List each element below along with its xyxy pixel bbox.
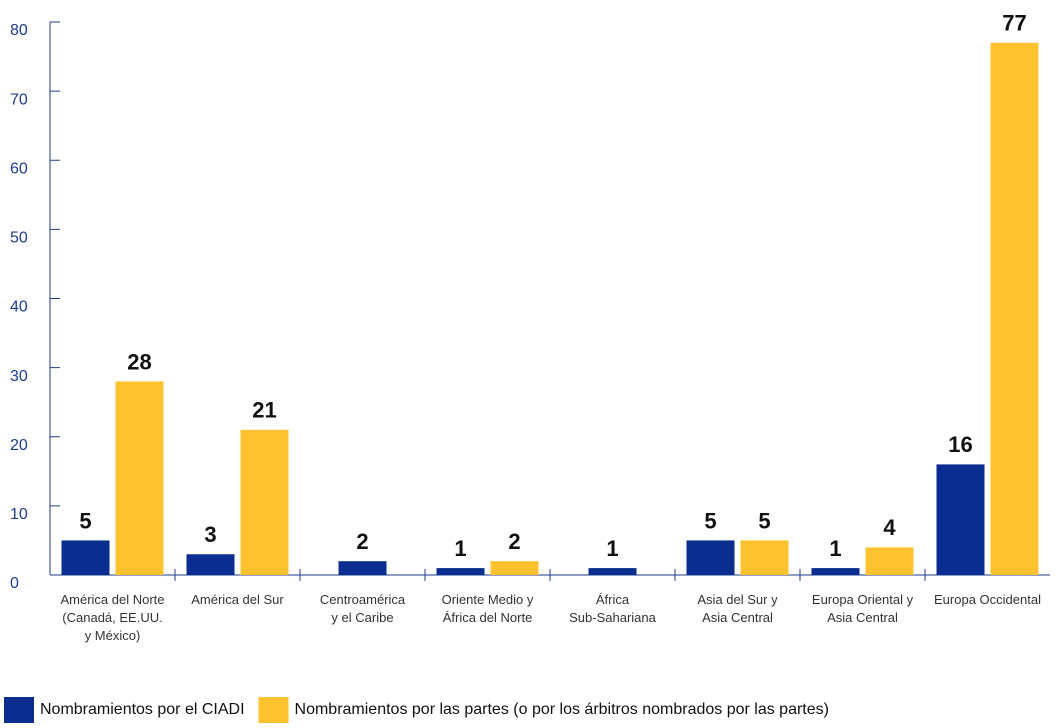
bar	[990, 42, 1039, 576]
x-tick-label: Centroamérica y el Caribe	[320, 592, 406, 625]
y-tick-label: 20	[10, 437, 28, 454]
x-tick-line: África del Norte	[443, 610, 533, 625]
y-tick-label: 10	[10, 506, 28, 523]
y-tick-label: 60	[10, 160, 28, 177]
x-tick-line: Asia Central	[827, 610, 898, 625]
y-tick-label: 80	[10, 22, 28, 39]
value-label: 3	[204, 522, 216, 547]
y-tick-label: 0	[10, 575, 19, 592]
x-tick-label: Europa Oriental y Asia Central	[812, 592, 914, 625]
value-label: 2	[508, 529, 520, 554]
x-tick-label: América del Sur	[191, 592, 284, 607]
value-label: 4	[883, 515, 896, 540]
bar	[240, 429, 289, 575]
value-label: 21	[252, 398, 276, 423]
value-label: 2	[356, 529, 368, 554]
x-tick-line: y México)	[85, 628, 141, 643]
x-tick-line: Centroamérica	[320, 592, 406, 607]
bar	[490, 561, 539, 575]
y-tick-label: 50	[10, 230, 28, 247]
x-tick-line: Asia del Sur y	[697, 592, 778, 607]
legend-swatch	[258, 697, 289, 723]
y-tick-label: 40	[10, 299, 28, 316]
bar	[436, 568, 485, 575]
value-label: 1	[454, 536, 466, 561]
bar	[115, 381, 164, 575]
x-tick-line: (Canadá, EE.UU.	[62, 610, 162, 625]
value-label: 5	[758, 508, 770, 533]
x-tick-label: África Sub-Sahariana	[569, 592, 656, 625]
bar	[338, 561, 387, 575]
x-tick-label: América del Norte (Canadá, EE.UU. y México…	[60, 592, 164, 643]
value-label: 5	[79, 508, 91, 533]
y-tick-label: 30	[10, 368, 28, 385]
bar	[186, 554, 235, 575]
legend-swatch	[4, 697, 34, 723]
x-tick-line: América del Norte	[60, 592, 164, 607]
bar	[811, 568, 860, 575]
x-tick-line: África	[596, 592, 630, 607]
x-tick-line: Asia Central	[702, 610, 773, 625]
x-tick-label: Asia del Sur y Asia Central	[697, 592, 778, 625]
legend-label: Nombramientos por las partes (o por los …	[295, 701, 829, 718]
bar	[61, 540, 110, 575]
bar	[686, 540, 735, 575]
value-label: 16	[948, 432, 972, 457]
value-label: 5	[704, 508, 716, 533]
x-tick-line: América del Sur	[191, 592, 284, 607]
x-tick-line: Oriente Medio y	[442, 592, 534, 607]
value-label: 1	[606, 536, 618, 561]
bar	[865, 547, 914, 575]
value-label: 1	[829, 536, 841, 561]
x-tick-label: Europa Occidental	[934, 592, 1041, 607]
legend-label: Nombramientos por el CIADI	[40, 701, 245, 718]
bar	[740, 540, 789, 575]
bar	[588, 568, 637, 575]
y-tick-label: 70	[10, 91, 28, 108]
x-tick-line: Europa Occidental	[934, 592, 1041, 607]
x-tick-label: Oriente Medio y África del Norte	[442, 592, 534, 625]
x-tick-line: Europa Oriental y	[812, 592, 914, 607]
x-tick-line: Sub-Sahariana	[569, 610, 656, 625]
x-tick-line: y el Caribe	[331, 610, 393, 625]
value-label: 28	[127, 349, 151, 374]
value-label: 77	[1002, 11, 1026, 36]
bar	[936, 464, 985, 575]
